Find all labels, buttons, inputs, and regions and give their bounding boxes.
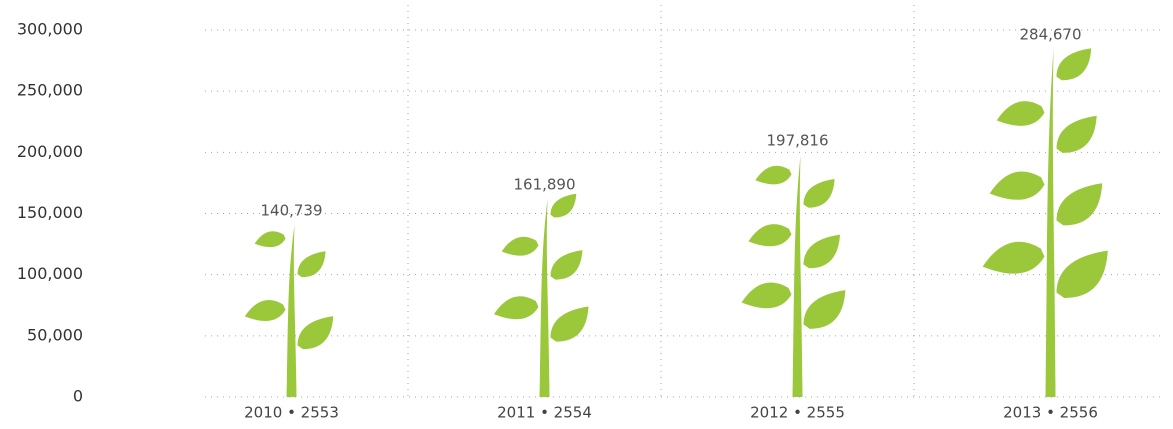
y-tick-label: 100,000: [17, 264, 83, 283]
y-tick-label: 0: [73, 387, 83, 406]
leaf: [245, 294, 287, 326]
leaf: [997, 95, 1047, 133]
plant: [245, 225, 340, 397]
leaf: [989, 164, 1046, 207]
y-tick-label: 150,000: [17, 203, 83, 222]
leaf: [546, 250, 588, 282]
leaf: [547, 193, 581, 219]
plant: [741, 155, 853, 397]
leaf: [545, 306, 595, 344]
leaf: [798, 289, 854, 331]
y-tick-label: 200,000: [17, 142, 83, 161]
x-tick-label: 2010 • 2553: [244, 404, 339, 422]
value-label: 161,890: [513, 175, 575, 193]
leaf: [982, 233, 1046, 282]
leaf: [1052, 48, 1098, 83]
x-tick-label: 2013 • 2556: [1003, 404, 1098, 422]
y-tick-label: 50,000: [27, 325, 83, 344]
y-tick-label: 300,000: [17, 20, 83, 39]
leaf: [741, 276, 793, 316]
x-tick-label: 2011 • 2554: [497, 404, 592, 422]
value-label: 197,816: [766, 132, 828, 150]
value-label: 140,739: [260, 201, 322, 219]
leaf: [755, 161, 793, 190]
plant: [982, 48, 1117, 397]
leaf: [798, 234, 846, 271]
leaf: [1050, 182, 1111, 228]
bar: [793, 155, 803, 397]
leaf: [1049, 250, 1117, 302]
value-label: 284,670: [1019, 25, 1081, 43]
x-tick-label: 2012 • 2555: [750, 404, 845, 422]
bar: [540, 199, 550, 397]
leaf: [494, 290, 540, 325]
leaf: [255, 227, 287, 251]
y-tick-label: 250,000: [17, 81, 83, 100]
leaf: [748, 218, 793, 252]
bar: [287, 225, 297, 397]
plant: [494, 193, 596, 397]
leaf: [292, 316, 339, 352]
leaf: [1051, 115, 1104, 156]
chart: 0 50,000 100,000 150,000 200,000 250,000 300,0…: [0, 0, 1173, 429]
leaf: [502, 232, 540, 261]
bar: [1046, 49, 1056, 397]
leaf: [799, 178, 840, 209]
